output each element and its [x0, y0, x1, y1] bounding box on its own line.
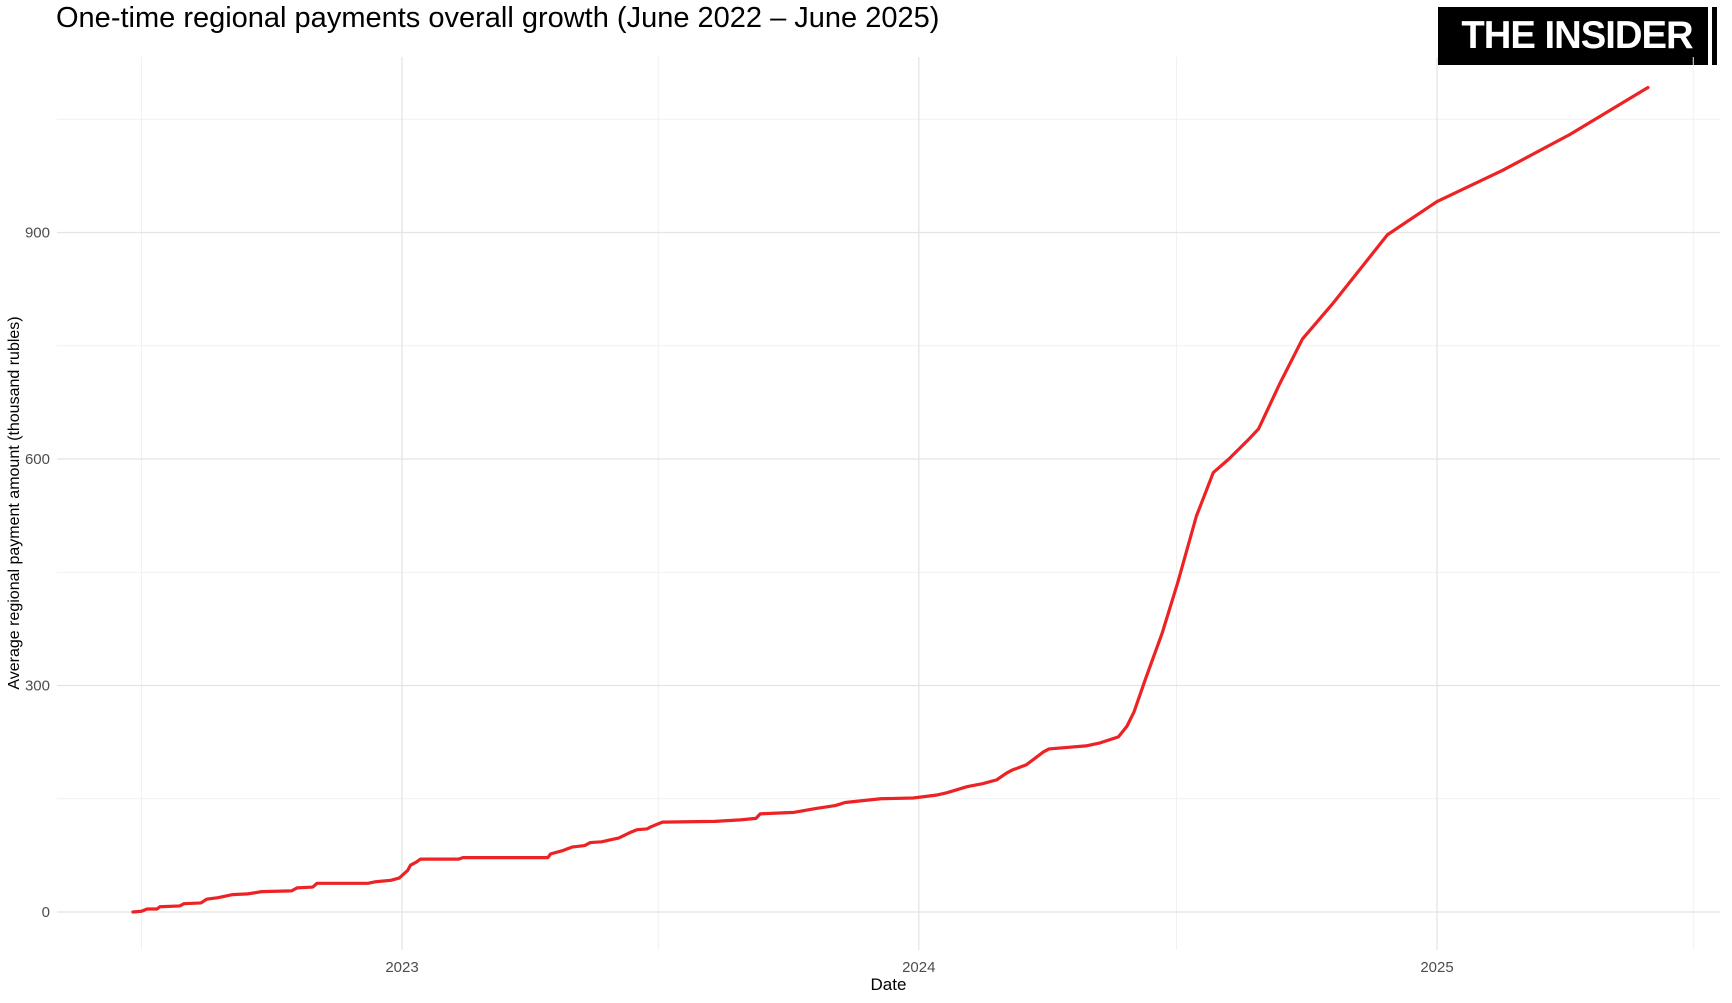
x-tick-label: 2024: [902, 959, 935, 976]
y-tick-label: 300: [25, 678, 50, 695]
insider-logo-bar: [1708, 7, 1712, 65]
y-tick-label: 900: [25, 225, 50, 242]
y-tick-label: 600: [25, 451, 50, 468]
x-tick-label: 2023: [385, 959, 418, 976]
insider-logo-text: THE INSIDER: [1461, 14, 1694, 57]
page-title: One-time regional payments overall growt…: [56, 2, 940, 34]
payments-growth-line: [131, 85, 1650, 914]
x-axis-title: Date: [870, 975, 907, 994]
y-tick-label: 0: [42, 904, 50, 921]
x-tick-label: 2025: [1420, 959, 1453, 976]
y-axis-title: Average regional payment amount (thousan…: [6, 316, 23, 690]
insider-logo: THE INSIDER: [1438, 7, 1717, 65]
